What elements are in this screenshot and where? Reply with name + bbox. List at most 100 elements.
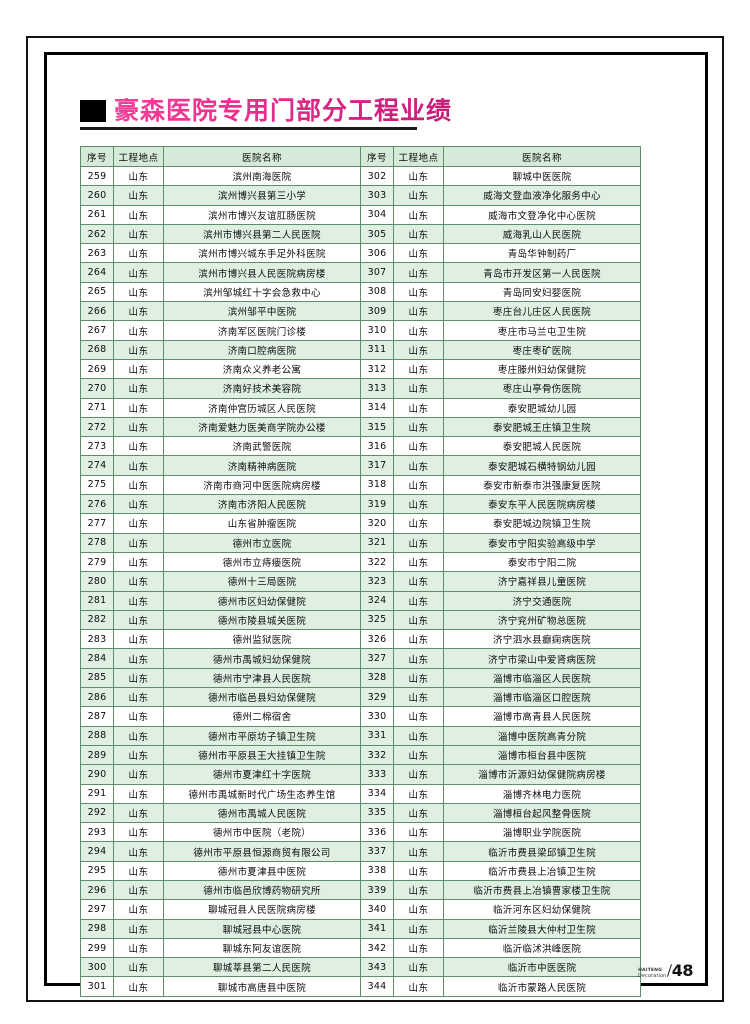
cell-hospital-name-right: 淄博中医院高青分院 — [443, 725, 641, 746]
cell-index-left: 297 — [80, 899, 114, 920]
cell-location-right: 山东 — [393, 687, 444, 708]
cell-hospital-name-left: 德州市禹城人民医院 — [163, 802, 361, 824]
cell-location-left: 山东 — [113, 744, 164, 766]
table-row: 275 山东 济南市商河中医医院病房楼 318 山东 泰安市新泰市洪强康复医院 — [80, 474, 641, 496]
cell-hospital-name-left: 济南精神病医院 — [163, 455, 361, 476]
cell-hospital-name-left: 滨州市博兴友谊肛肠医院 — [163, 204, 361, 225]
cell-index-left: 265 — [80, 281, 114, 303]
cell-index-left: 289 — [80, 744, 114, 766]
cell-index-left: 293 — [80, 822, 114, 843]
cell-index-right: 322 — [360, 551, 394, 573]
cell-location-left: 山东 — [113, 339, 164, 360]
cell-index-left: 279 — [80, 551, 114, 573]
cell-index-right: 308 — [360, 281, 394, 303]
table-row: 297 山东 聊城冠县人民医院病房楼 340 山东 临沂河东区妇幼保健院 — [80, 899, 641, 920]
table-row: 291 山东 德州市禹城新时代广场生态养生馆 334 山东 淄博齐林电力医院 — [80, 783, 641, 804]
table-row: 293 山东 德州市中医院（老院） 336 山东 淄博职业学院医院 — [80, 822, 641, 843]
cell-index-right: 327 — [360, 648, 394, 669]
cell-index-left: 269 — [80, 358, 114, 380]
cell-location-right: 山东 — [393, 725, 444, 746]
table-header-row: 序号 工程地点 医院名称 序号 工程地点 医院名称 — [80, 146, 641, 167]
cell-hospital-name-left: 济南市济阳人民医院 — [163, 494, 361, 515]
cell-index-right: 320 — [360, 513, 394, 534]
cell-location-left: 山东 — [113, 609, 164, 631]
cell-hospital-name-right: 泰安东平人民医院病房楼 — [443, 494, 641, 515]
cell-index-left: 259 — [80, 165, 114, 187]
cell-hospital-name-right: 泰安市新泰市洪强康复医院 — [443, 474, 641, 496]
performance-table: 序号 工程地点 医院名称 序号 工程地点 医院名称 259 山东 滨州南海医院 302… — [80, 146, 641, 997]
cell-location-left: 山东 — [113, 590, 164, 611]
cell-hospital-name-right: 济宁兖州矿物总医院 — [443, 609, 641, 631]
cell-index-right: 325 — [360, 609, 394, 631]
cell-location-left: 山东 — [113, 378, 164, 399]
cell-location-left: 山东 — [113, 918, 164, 939]
cell-hospital-name-left: 德州市平原县王大挂镇卫生院 — [163, 744, 361, 766]
table-row: 294 山东 德州市平原县恒源商贸有限公司 337 山东 临沂市费县梁邱镇卫生院 — [80, 841, 641, 862]
cell-hospital-name-left: 德州监狱医院 — [163, 629, 361, 650]
cell-location-right: 山东 — [393, 223, 444, 245]
cell-hospital-name-right: 青岛华钟制药厂 — [443, 243, 641, 264]
cell-index-right: 333 — [360, 764, 394, 785]
cell-hospital-name-left: 济南军区医院门诊楼 — [163, 320, 361, 341]
cell-hospital-name-left: 德州市立痔瘘医院 — [163, 551, 361, 573]
cell-location-right: 山东 — [393, 320, 444, 341]
cell-location-left: 山东 — [113, 706, 164, 727]
cell-location-right: 山东 — [393, 416, 444, 438]
cell-index-left: 264 — [80, 262, 114, 283]
cell-hospital-name-left: 德州市中医院（老院） — [163, 822, 361, 843]
cell-index-right: 309 — [360, 301, 394, 322]
table-row: 280 山东 德州十三局医院 323 山东 济宁嘉祥县儿童医院 — [80, 571, 641, 592]
cell-index-right: 307 — [360, 262, 394, 283]
cell-index-right: 316 — [360, 436, 394, 457]
cell-location-left: 山东 — [113, 976, 164, 997]
cell-index-right: 311 — [360, 339, 394, 360]
cell-hospital-name-left: 济南仲宫历城区人民医院 — [163, 397, 361, 418]
cell-location-left: 山东 — [113, 494, 164, 515]
cell-location-left: 山东 — [113, 397, 164, 418]
cell-hospital-name-right: 临沂市费县梁邱镇卫生院 — [443, 841, 641, 862]
table-row: 283 山东 德州监狱医院 326 山东 济宁泗水县癫痫病医院 — [80, 629, 641, 650]
cell-hospital-name-right: 淄博市临淄区口腔医院 — [443, 687, 641, 708]
cell-hospital-name-left: 济南市商河中医医院病房楼 — [163, 474, 361, 496]
cell-location-right: 山东 — [393, 262, 444, 283]
cell-location-left: 山东 — [113, 243, 164, 264]
cell-index-left: 274 — [80, 455, 114, 476]
cell-index-left: 287 — [80, 706, 114, 727]
cell-index-right: 340 — [360, 899, 394, 920]
cell-index-left: 301 — [80, 976, 114, 997]
cell-index-right: 326 — [360, 629, 394, 650]
cell-location-right: 山东 — [393, 474, 444, 496]
cell-hospital-name-right: 济宁交通医院 — [443, 590, 641, 611]
table-body: 259 山东 滨州南海医院 302 山东 聊城中医医院 260 山东 滨州博兴县第三小学 303 山… — [80, 165, 641, 997]
cell-hospital-name-left: 山东省肿瘤医院 — [163, 513, 361, 534]
cell-index-left: 278 — [80, 532, 114, 553]
cell-location-right: 山东 — [393, 551, 444, 573]
cell-index-right: 339 — [360, 879, 394, 901]
table-row: 287 山东 德州二棉宿舍 330 山东 淄博市高青县人民医院 — [80, 706, 641, 727]
cell-location-right: 山东 — [393, 802, 444, 824]
table-row: 262 山东 滨州市博兴县第二人民医院 305 山东 威海乳山人民医院 — [80, 223, 641, 245]
cell-hospital-name-right: 青岛市开发区第一人民医院 — [443, 262, 641, 283]
page-title-row: 豪森医院专用门部分工程业绩 — [80, 98, 452, 123]
cell-hospital-name-right: 威海市文登净化中心医院 — [443, 204, 641, 225]
cell-location-left: 山东 — [113, 571, 164, 592]
cell-hospital-name-left: 滨州博兴县第三小学 — [163, 185, 361, 206]
cell-index-left: 292 — [80, 802, 114, 824]
column-header-index-left: 序号 — [80, 146, 114, 167]
cell-location-left: 山东 — [113, 416, 164, 438]
square-bullet-icon — [80, 100, 106, 122]
cell-location-left: 山东 — [113, 532, 164, 553]
cell-hospital-name-right: 青岛同安妇婴医院 — [443, 281, 641, 303]
cell-location-right: 山东 — [393, 513, 444, 534]
table-row: 299 山东 聊城东阿友谊医院 342 山东 临沂临沭洪峰医院 — [80, 937, 641, 959]
column-header-hospital-left: 医院名称 — [163, 146, 361, 167]
column-header-location-right: 工程地点 — [393, 146, 444, 167]
table-row: 276 山东 济南市济阳人民医院 319 山东 泰安东平人民医院病房楼 — [80, 494, 641, 515]
cell-hospital-name-right: 泰安肥城人民医院 — [443, 436, 641, 457]
cell-location-right: 山东 — [393, 822, 444, 843]
cell-index-right: 331 — [360, 725, 394, 746]
cell-location-left: 山东 — [113, 822, 164, 843]
cell-index-right: 305 — [360, 223, 394, 245]
cell-hospital-name-left: 济南爱魅力医美商学院办公楼 — [163, 416, 361, 438]
performance-table-wrapper: 序号 工程地点 医院名称 序号 工程地点 医院名称 259 山东 滨州南海医院 302… — [80, 146, 641, 997]
